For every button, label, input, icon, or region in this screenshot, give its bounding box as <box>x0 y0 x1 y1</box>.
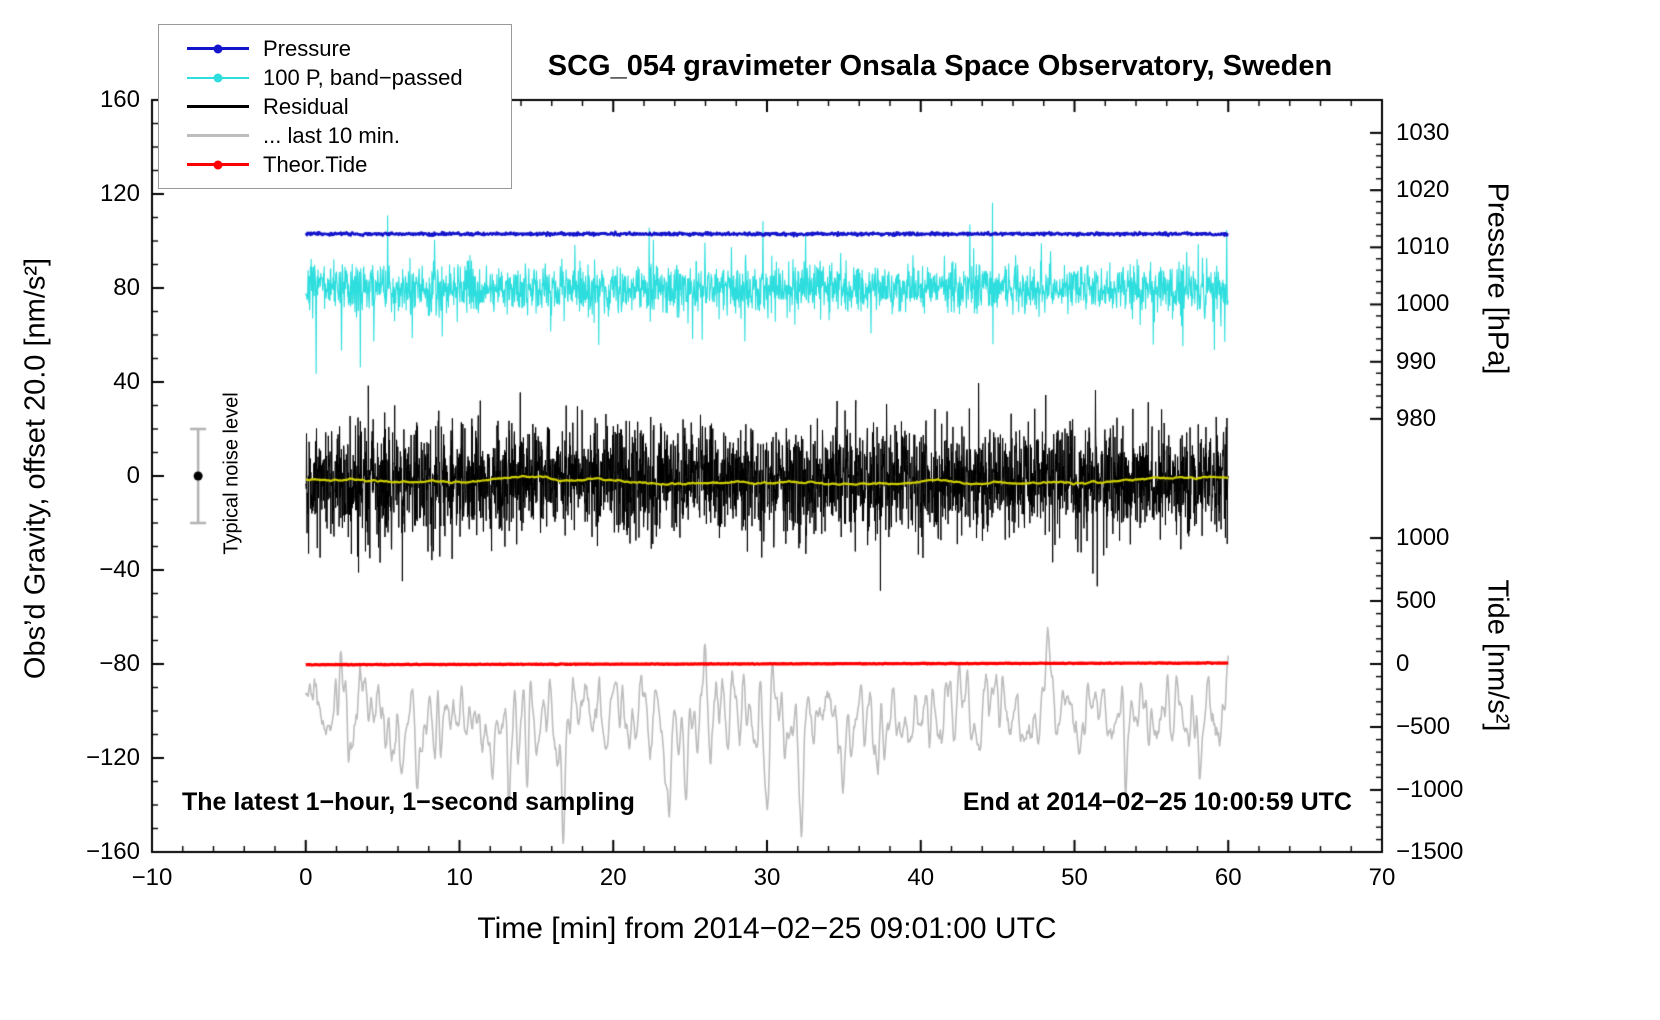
x-tick-label: −10 <box>131 864 173 891</box>
x-tick-label: 10 <box>446 864 473 891</box>
pressure-tick-label: 1020 <box>1396 176 1450 204</box>
chart-title: SCG_054 gravimeter Onsala Space Observat… <box>547 50 1333 82</box>
x-axis-label: Time [min] from 2014−02−25 09:01:00 UTC <box>477 912 1057 945</box>
legend-marker-dot <box>213 44 223 53</box>
y-tick-label: −120 <box>85 744 140 771</box>
pressure-tick-label: 1000 <box>1396 290 1450 318</box>
y-tick-label: −80 <box>99 650 140 677</box>
pressure-axis-label: Pressure [hPa] <box>1481 182 1514 375</box>
legend-item-3: ... last 10 min. <box>159 121 511 150</box>
legend-label: Theor.Tide <box>263 151 368 177</box>
legend-item-0: Pressure <box>159 34 511 63</box>
x-tick-label: 40 <box>907 864 935 891</box>
legend-marker-dot <box>213 73 223 82</box>
y-tick-label: 40 <box>113 368 140 395</box>
tide-tick-label: −1000 <box>1396 775 1464 803</box>
x-tick-label: 20 <box>599 864 627 891</box>
legend-item-2: Residual <box>159 92 511 121</box>
tide-tick-label: −500 <box>1396 712 1451 740</box>
y-tick-label: −160 <box>85 838 140 865</box>
legend-box: Pressure 100 P, band−passed Residual ... la… <box>158 24 512 189</box>
x-tick-label: 0 <box>299 864 313 891</box>
tide-tick-label: 500 <box>1396 587 1437 615</box>
noise-level-label: Typical noise level <box>220 392 243 555</box>
y-tick-label: 160 <box>99 86 140 113</box>
tide-tick-label: 1000 <box>1396 524 1450 552</box>
legend-line-swatch <box>187 73 249 82</box>
tide-axis-label: Tide [nm/s²] <box>1481 579 1514 732</box>
x-tick-label: 60 <box>1214 864 1242 891</box>
y-tick-label: −40 <box>99 556 140 583</box>
tide-tick-label: 0 <box>1396 650 1410 677</box>
legend-items: Pressure 100 P, band−passed Residual ... la… <box>159 34 511 179</box>
legend-marker-dot <box>213 160 223 169</box>
legend-label: Pressure <box>263 35 352 61</box>
x-tick-label: 70 <box>1368 864 1396 891</box>
annotation-end-time: End at 2014−02−25 10:00:59 UTC <box>962 788 1352 816</box>
y-axis-label-left: Obs’d Gravity, offset 20.0 [nm/s²] <box>19 257 52 680</box>
x-tick-label: 50 <box>1061 864 1088 891</box>
pressure-tick-label: 1010 <box>1396 233 1450 261</box>
legend-line-swatch <box>187 105 249 108</box>
legend-item-1: 100 P, band−passed <box>159 63 511 92</box>
legend-item-4: Theor.Tide <box>159 150 511 179</box>
y-tick-label: 0 <box>126 462 140 489</box>
y-tick-label: 120 <box>99 180 140 207</box>
x-tick-label: 30 <box>753 864 781 891</box>
legend-label: ... last 10 min. <box>263 122 400 148</box>
legend-label: Residual <box>263 93 349 119</box>
legend-label: 100 P, band−passed <box>263 64 463 90</box>
y-tick-label: 80 <box>113 274 140 301</box>
pressure-tick-label: 980 <box>1396 404 1437 432</box>
pressure-tick-label: 1030 <box>1396 118 1450 146</box>
legend-line-swatch <box>187 160 249 169</box>
pressure-tick-label: 990 <box>1396 347 1437 375</box>
legend-line-swatch <box>187 44 249 53</box>
annotation-sampling: The latest 1−hour, 1−second sampling <box>182 788 635 816</box>
legend-line-swatch <box>187 134 249 137</box>
tide-tick-label: −1500 <box>1396 838 1464 865</box>
